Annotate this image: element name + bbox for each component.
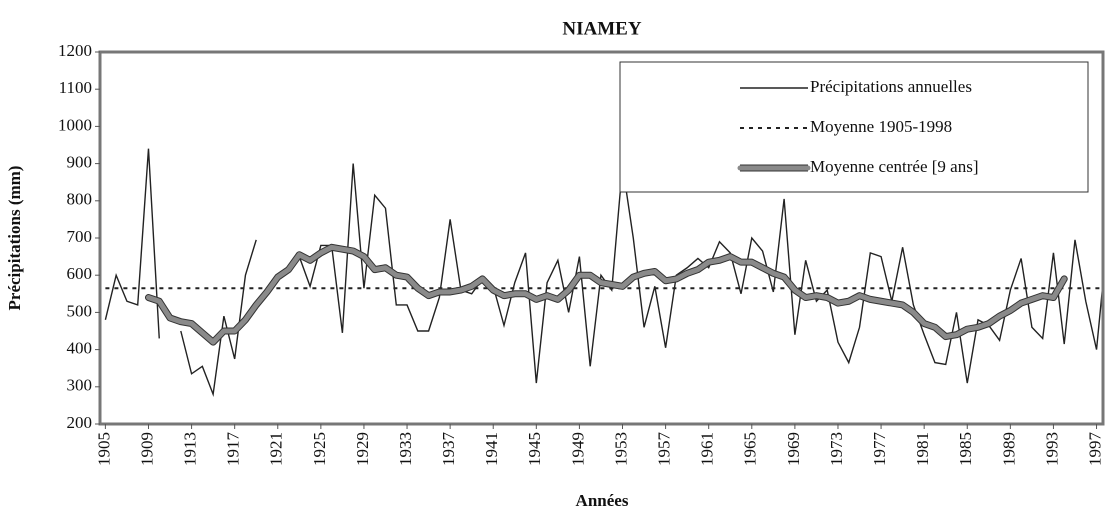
data-line [145,244,1067,345]
x-tick-label: 1961 [698,432,717,466]
legend-box [619,61,1089,193]
legend: Précipitations annuelles Moyenne 1905-199… [619,61,1089,193]
y-tick-label: 700 [67,227,93,246]
y-tick-label: 300 [67,376,93,395]
y-axis-label: Précipitations (mm) [5,166,24,311]
line-outline [144,243,1068,346]
x-tick-label: 1953 [611,432,630,466]
x-tick-label: 1929 [353,432,372,466]
x-tick-label: 1921 [267,432,286,466]
x-tick-label: 1933 [396,432,415,466]
x-tick-label: 1941 [482,432,501,466]
y-tick-label: 200 [67,413,93,432]
y-tick-label: 600 [67,264,93,283]
x-tick-label: 1981 [913,432,932,466]
legend-label: Moyenne 1905-1998 [810,117,952,136]
y-tick-label: 900 [67,153,93,172]
x-tick-label: 1909 [137,432,156,466]
x-tick-label: 1969 [784,432,803,466]
legend-label: Moyenne centrée [9 ans] [810,157,979,176]
y-tick-label: 800 [67,190,93,209]
x-tick-label: 1937 [439,432,458,467]
x-tick-label: 1949 [568,432,587,466]
y-tick-label: 500 [67,301,93,320]
x-tick-label: 1989 [999,432,1018,466]
y-tick-label: 1000 [58,115,92,134]
x-tick-label: 1905 [94,432,113,466]
y-tick-label: 400 [67,339,93,358]
x-tick-label: 1977 [870,432,889,467]
legend-label: Précipitations annuelles [810,77,972,96]
x-tick-label: 1957 [655,432,674,467]
x-tick-label: 1945 [525,432,544,466]
x-tick-label: 1993 [1042,432,1061,466]
y-tick-label: 1100 [59,78,92,97]
x-axis-label: Années [576,491,629,510]
x-tick-label: 1973 [827,432,846,466]
x-tick-label: 1917 [224,432,243,467]
chart-title: NIAMEY [562,18,641,39]
x-tick-label: 1913 [180,432,199,466]
x-tick-label: 1925 [310,432,329,466]
x-tick-label: 1997 [1085,432,1104,467]
x-tick-label: 1965 [741,432,760,466]
plot-area [104,148,1103,398]
y-tick-label: 1200 [58,41,92,60]
x-tick-label: 1985 [956,432,975,466]
